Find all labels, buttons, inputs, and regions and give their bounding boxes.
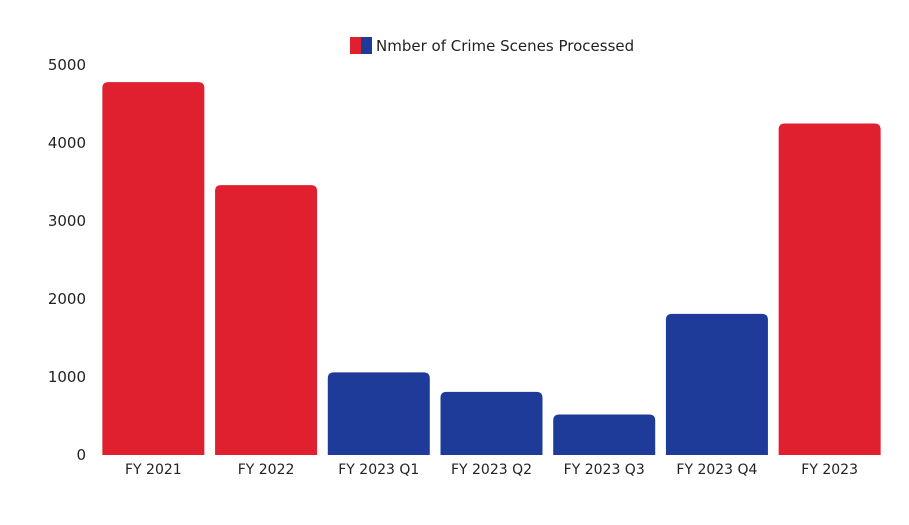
x-tick-label: FY 2023 Q2 (451, 462, 532, 478)
bar-fy-2023-q2 (440, 391, 543, 455)
x-tick-label: FY 2023 Q3 (564, 462, 645, 478)
legend-swatch-blue (361, 37, 372, 54)
legend: Nmber of Crime Scenes Processed (350, 37, 634, 55)
x-tick-label: FY 2023 (801, 462, 858, 478)
y-axis: 0 1000 2000 3000 4000 5000 (48, 56, 86, 464)
x-axis: FY 2021 FY 2022 FY 2023 Q1 FY 2023 Q2 FY 202… (125, 462, 858, 478)
x-tick-label: FY 2022 (238, 462, 295, 478)
y-tick-label: 3000 (48, 212, 86, 230)
legend-swatch-red (350, 37, 361, 54)
bar-fy-2023-q3 (553, 414, 656, 455)
y-tick-label: 5000 (48, 56, 86, 74)
bar-fy-2022 (215, 185, 318, 455)
y-tick-label: 1000 (48, 368, 86, 386)
legend-label: Nmber of Crime Scenes Processed (376, 37, 634, 55)
x-tick-label: FY 2023 Q1 (338, 462, 419, 478)
y-tick-label: 4000 (48, 134, 86, 152)
y-tick-label: 2000 (48, 290, 86, 308)
bar-fy-2023-q1 (327, 372, 430, 455)
bar-fy-2021 (102, 82, 205, 455)
bar-fy-2023-q4 (665, 313, 768, 455)
bars (102, 82, 881, 455)
bar-fy-2023 (778, 123, 881, 455)
x-tick-label: FY 2021 (125, 462, 182, 478)
x-tick-label: FY 2023 Q4 (676, 462, 757, 478)
y-tick-label: 0 (76, 446, 86, 464)
